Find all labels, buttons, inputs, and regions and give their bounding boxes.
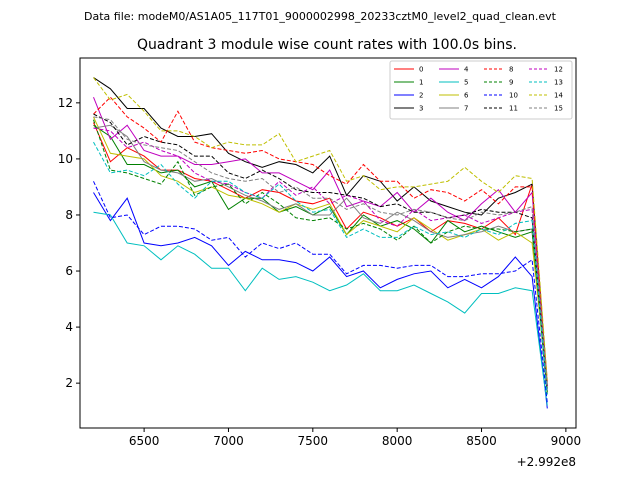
y-tick-label: 2	[65, 376, 73, 390]
series-line-5	[93, 211, 548, 406]
y-tick-label: 10	[58, 152, 73, 166]
legend-label-15: 15	[554, 105, 563, 113]
series-line-2	[93, 192, 548, 409]
legend-box	[389, 60, 573, 120]
legend-label-0: 0	[419, 66, 423, 74]
legend-label-11: 11	[509, 105, 518, 113]
legend-label-4: 4	[464, 66, 469, 74]
series-line-0	[93, 122, 548, 392]
legend-label-6: 6	[464, 92, 469, 100]
series-line-3	[93, 77, 548, 387]
series-line-6	[93, 116, 548, 387]
x-tick-label: 9000	[551, 434, 582, 448]
legend-label-10: 10	[509, 92, 518, 100]
legend-label-1: 1	[419, 79, 423, 87]
data-file-label: Data file: modeM0/AS1A05_117T01_90000029…	[84, 10, 557, 23]
series-line-14	[93, 77, 548, 381]
plot-frame	[79, 57, 577, 429]
y-tick-label: 8	[65, 208, 73, 222]
series-line-10	[93, 181, 548, 403]
x-tick-label: 8000	[382, 434, 413, 448]
series-line-9	[93, 119, 548, 392]
legend-label-3: 3	[419, 105, 423, 113]
y-tick-label: 12	[58, 96, 73, 110]
y-tick-label: 4	[65, 320, 73, 334]
y-tick-label: 6	[65, 264, 73, 278]
legend-label-12: 12	[554, 66, 563, 74]
x-tick-label: 7000	[213, 434, 244, 448]
x-tick-label: 8500	[466, 434, 497, 448]
x-offset-label: +2.992e8	[517, 455, 576, 469]
x-tick-label: 7500	[298, 434, 329, 448]
legend-label-14: 14	[554, 92, 563, 100]
series-line-15	[93, 116, 548, 387]
chart-title: Quadrant 3 module wise count rates with …	[137, 37, 517, 53]
series-line-13	[93, 141, 548, 395]
series-line-12	[93, 127, 548, 387]
legend-label-2: 2	[419, 92, 423, 100]
legend-label-13: 13	[554, 79, 563, 87]
legend-label-8: 8	[509, 66, 513, 74]
legend-label-5: 5	[464, 79, 468, 87]
series-line-8	[93, 96, 548, 384]
x-tick-label: 6500	[129, 434, 160, 448]
legend-label-7: 7	[464, 105, 468, 113]
series-line-11	[93, 113, 548, 387]
legend-label-9: 9	[509, 79, 513, 87]
